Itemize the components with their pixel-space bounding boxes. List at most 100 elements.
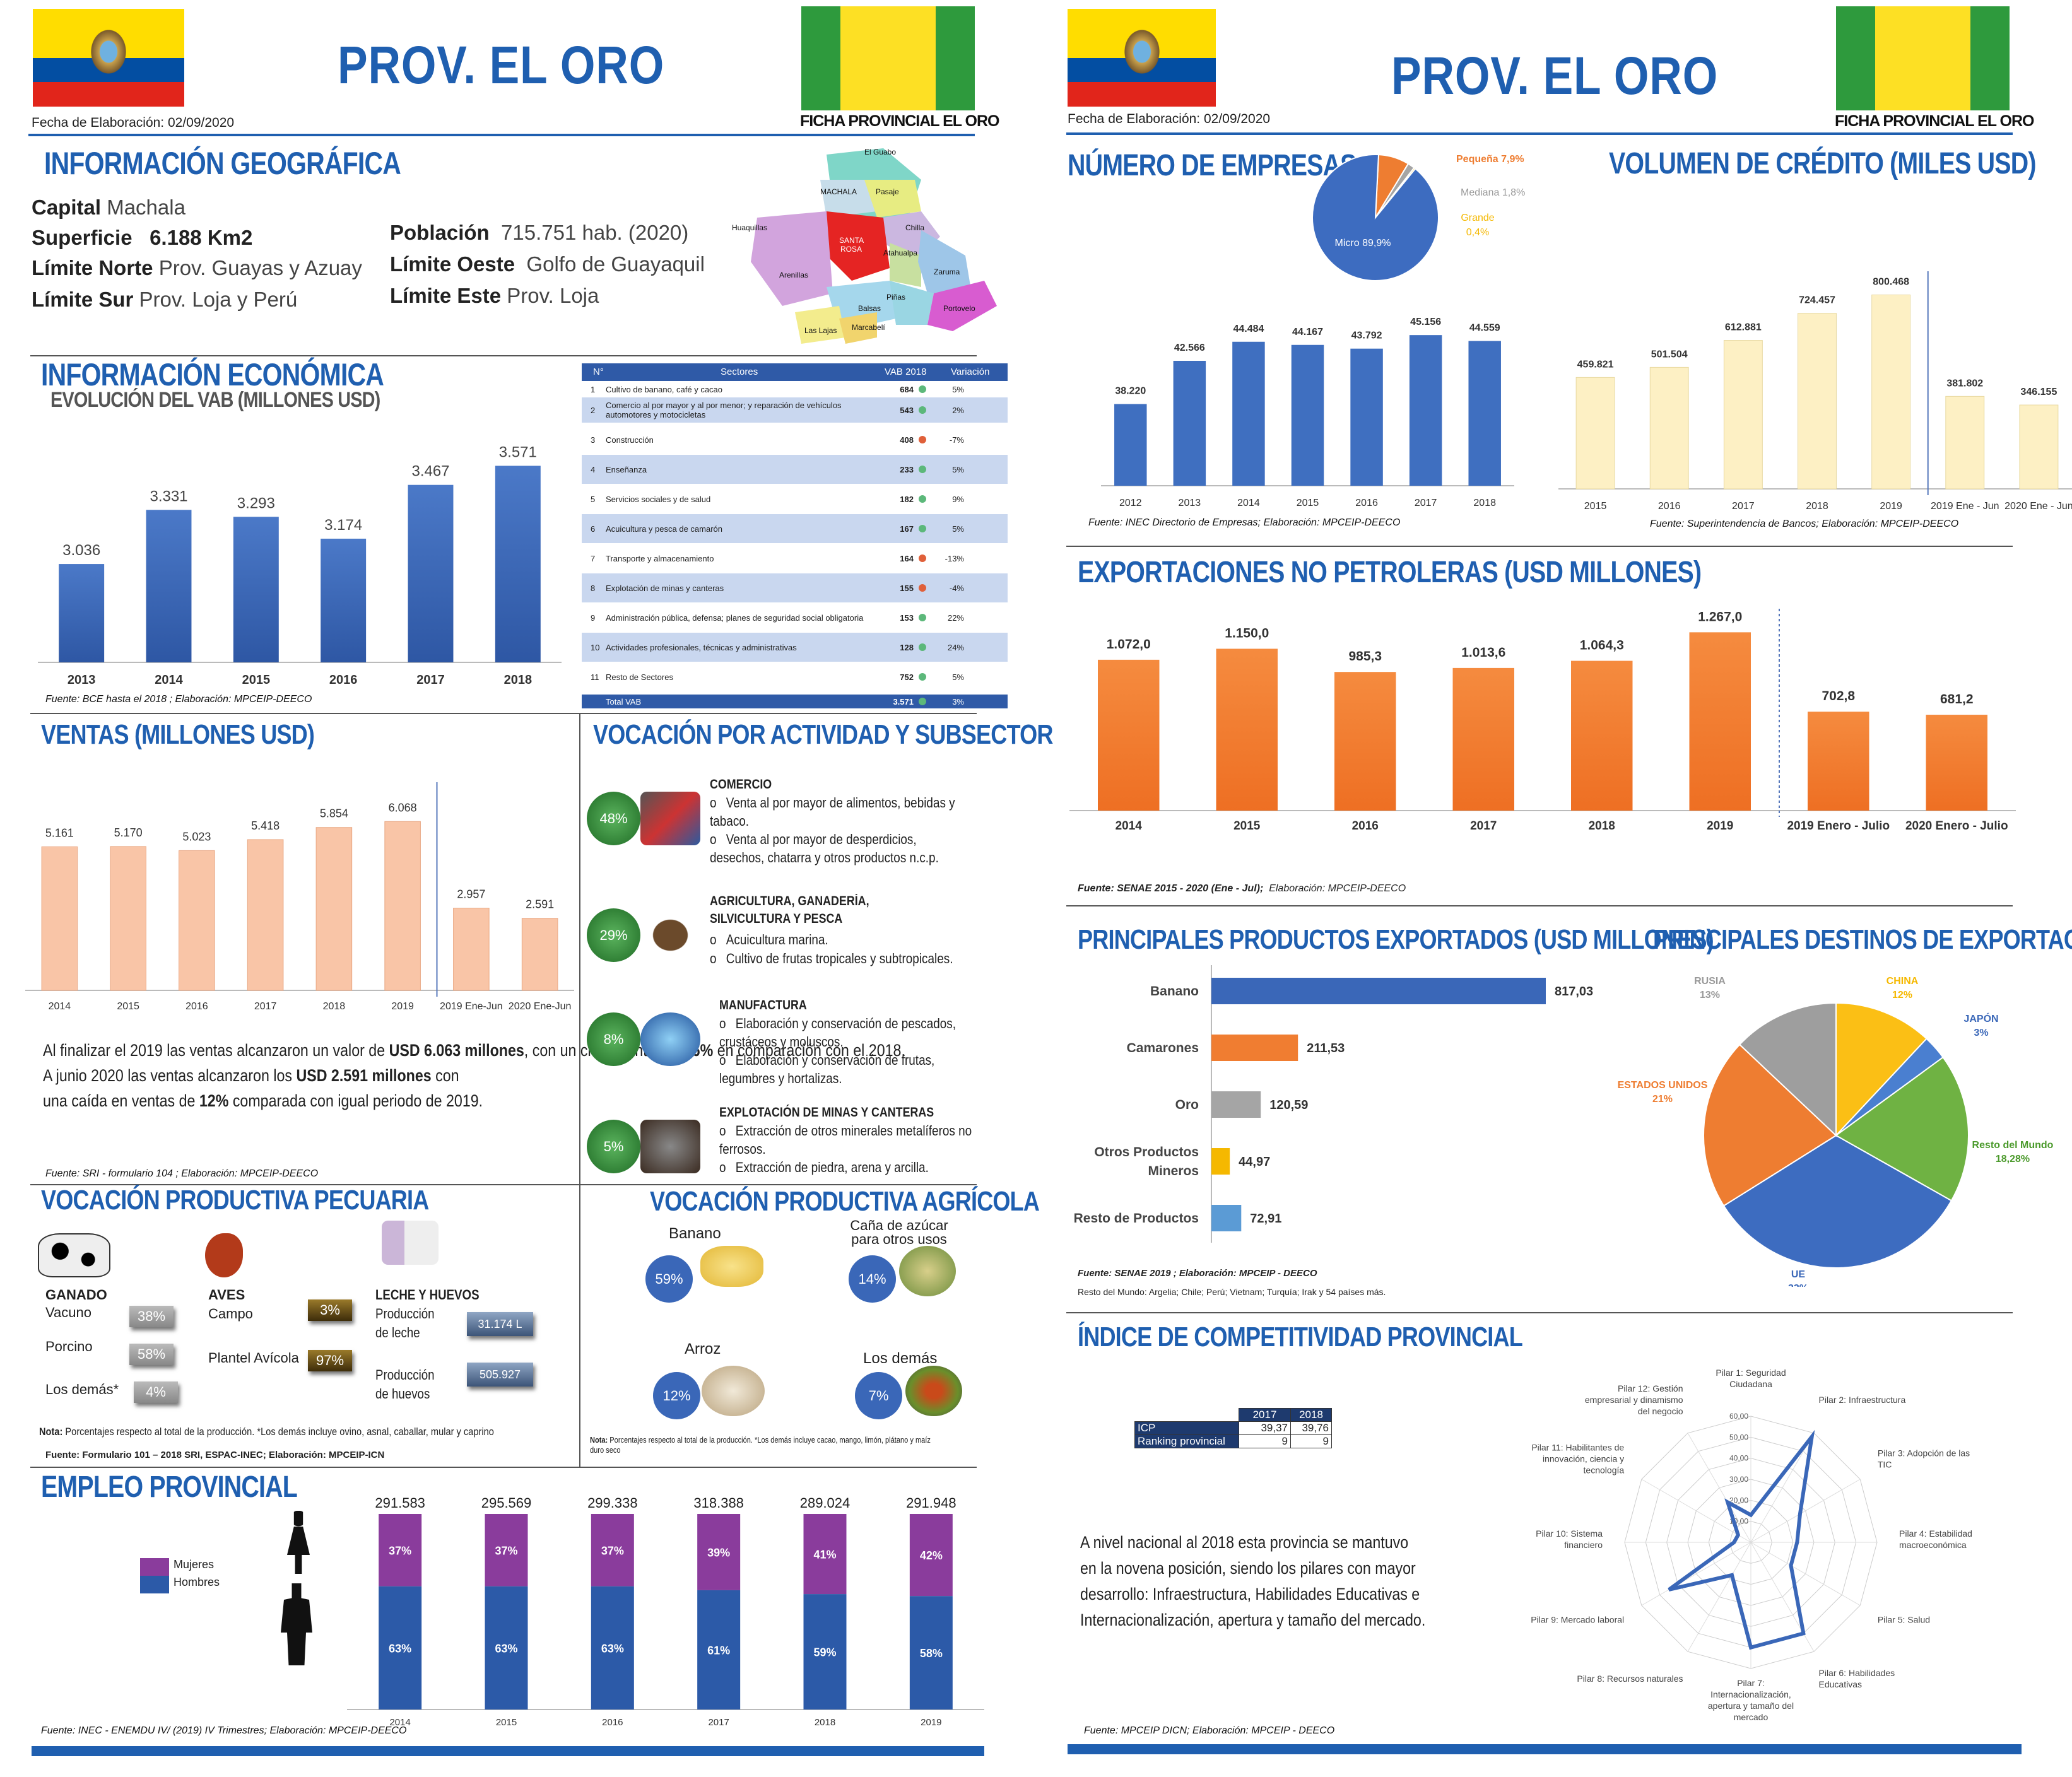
productos-heading: PRINCIPALES PRODUCTOS EXPORTADOS (USD MI… <box>1078 924 1714 955</box>
hbar <box>1211 1091 1261 1118</box>
hbar-value-label: 44,97 <box>1239 1155 1270 1169</box>
bar <box>110 846 146 991</box>
pct-label: 37% <box>389 1544 411 1557</box>
hbar <box>1211 1148 1230 1175</box>
bar <box>521 918 558 991</box>
vocacion-title: MANUFACTURA <box>719 998 807 1012</box>
bar <box>59 564 105 662</box>
hbar-category-label: Oro <box>1175 1098 1199 1112</box>
status-dot-icon <box>919 466 926 473</box>
bar-value-label: 1.013,6 <box>1461 645 1505 660</box>
pct-label: 63% <box>389 1642 411 1655</box>
plantel-pct: 97% <box>308 1350 352 1371</box>
x-tick-label: 2017 <box>416 673 445 687</box>
pie-label: 0,4% <box>1466 227 1489 238</box>
radar-axis-label: Ciudadana <box>1729 1379 1772 1389</box>
bar <box>321 538 367 662</box>
hbar-category-label: Resto de Productos <box>1074 1211 1199 1226</box>
ganado-label: GANADO <box>45 1287 107 1303</box>
total-label: 291.583 <box>375 1495 425 1511</box>
ventas-chart: 5.161 2014 5.170 2015 5.023 2016 5.418 2017 5.85… <box>25 782 574 1012</box>
x-tick-label: 2019 <box>921 1717 941 1728</box>
aves-label: AVES <box>208 1287 245 1303</box>
vocacion-bullet: o Elaboración y conservación de frutas, l… <box>719 1052 935 1086</box>
elaboration-date-right: Fecha de Elaboración: 02/09/2020 <box>1068 112 1271 126</box>
hbar-value-label: 817,03 <box>1555 985 1593 999</box>
svg-text:SANTA: SANTA <box>839 236 864 245</box>
x-tick-label: 2014 <box>49 1001 71 1012</box>
radar-tick: 30,00 <box>1729 1475 1748 1484</box>
bar-value-label: 5.854 <box>320 807 348 820</box>
empresas-chart: 38.220 2012 42.566 2013 44.484 2014 44.167 2015… <box>1101 317 1514 508</box>
bar <box>1723 340 1763 490</box>
icp-text: A nivel nacional al 2018 esta provincia … <box>1080 1533 1426 1629</box>
vocacion-bullet: o Venta al por mayor de desperdicios, des… <box>710 831 939 865</box>
hbar-category-label: Otros Productos <box>1094 1145 1199 1159</box>
bar-value-label: 45.156 <box>1410 317 1441 327</box>
ficha-label-right: FICHA PROVINCIAL EL ORO <box>1835 112 2034 130</box>
pct-label: 37% <box>601 1544 624 1557</box>
leche-label: LECHE Y HUEVOS <box>375 1287 480 1303</box>
demas-label: Los demás <box>863 1350 938 1367</box>
bar-value-label: 38.220 <box>1115 385 1146 396</box>
status-dot-icon <box>919 525 926 532</box>
cana-label: Caña de azúcar para otros usos <box>850 1217 948 1247</box>
bar <box>1232 341 1265 486</box>
bar <box>495 466 541 662</box>
hbar <box>1211 1205 1242 1231</box>
pie-label: JAPÓN <box>1963 1012 1998 1024</box>
hbar-category-label: Mineros <box>1148 1164 1199 1178</box>
empleo-source: Fuente: INEC - ENEMDU IV/ (2019) IV Trim… <box>41 1725 407 1736</box>
hbar <box>1211 978 1546 1004</box>
x-tick-label: 2018 <box>1589 819 1615 833</box>
status-dot-icon <box>919 643 926 651</box>
bar-value-label: 5.170 <box>114 826 143 839</box>
svg-text:Marcabelí: Marcabelí <box>852 323 885 332</box>
bar <box>146 510 192 662</box>
bar <box>179 850 215 991</box>
status-dot-icon <box>919 406 926 414</box>
svg-text:Pasaje: Pasaje <box>876 187 899 196</box>
radar-axis-label: financiero <box>1564 1540 1603 1550</box>
export-chart: 1.072,0 2014 1.150,0 2015 985,3 2016 1.013,6 20… <box>1069 609 2016 833</box>
radar-axis-label: Pilar 10: Sistema <box>1536 1528 1603 1539</box>
productos-source: Fuente: SENAE 2019 ; Elaboración: MPCEIP… <box>1078 1268 1317 1279</box>
bar-value-label: 5.161 <box>45 826 74 839</box>
bar <box>1334 672 1396 811</box>
svg-text:El Guabo: El Guabo <box>864 148 896 156</box>
bar-value-label: 381.802 <box>1946 378 1983 389</box>
pct-label: 39% <box>707 1546 730 1559</box>
bar-value-label: 3.036 <box>62 542 100 559</box>
campo-pct: 3% <box>308 1299 352 1321</box>
x-tick-label: 2017 <box>708 1717 729 1728</box>
pie-slice <box>1722 1134 1953 1269</box>
radar-axis-label: Pilar 4: Estabilidad <box>1899 1528 1972 1539</box>
table-total-row: Total VAB 3.571 3% <box>582 695 1008 708</box>
pct-label: 58% <box>920 1647 943 1660</box>
x-tick-label: 2015 <box>242 673 271 687</box>
leche-value: 31.174 L <box>467 1312 533 1336</box>
econ-source: Fuente: BCE hasta el 2018 ; Elaboración:… <box>45 694 312 705</box>
radar-tick: 40,00 <box>1729 1454 1748 1463</box>
vocacion-bullet: o Cultivo de frutas tropicales y subtropi… <box>710 951 953 966</box>
radar-series <box>1668 1429 1815 1650</box>
prod-huevos-label: Producción de huevos <box>375 1367 435 1402</box>
hen-icon <box>205 1233 243 1277</box>
page-title-right: PROV. EL ORO <box>1391 46 1719 105</box>
svg-text:Huaquillas: Huaquillas <box>732 223 767 232</box>
bar-hombres <box>485 1586 528 1710</box>
x-tick-label: 2014 <box>155 673 183 687</box>
fruits-icon <box>905 1366 962 1416</box>
bar-value-label: 3.571 <box>499 443 537 460</box>
total-label: 291.948 <box>906 1495 957 1511</box>
x-tick-label: 2018 <box>815 1717 835 1728</box>
total-label: 318.388 <box>693 1495 744 1511</box>
bar-mujeres <box>803 1514 847 1595</box>
svg-text:Arenillas: Arenillas <box>779 271 808 279</box>
bar-value-label: 459.821 <box>1577 359 1614 370</box>
bar-value-label: 42.566 <box>1174 343 1205 353</box>
vocacion-bullet: o Extracción de piedra, arena y arcilla. <box>719 1159 929 1175</box>
radar-axis-label: tecnología <box>1584 1465 1625 1475</box>
pecuaria-note: Nota: Porcentajes respecto al total de l… <box>39 1426 494 1438</box>
vocacion-title: AGRICULTURA, GANADERÍA, SILVICULTURA Y P… <box>710 894 869 926</box>
